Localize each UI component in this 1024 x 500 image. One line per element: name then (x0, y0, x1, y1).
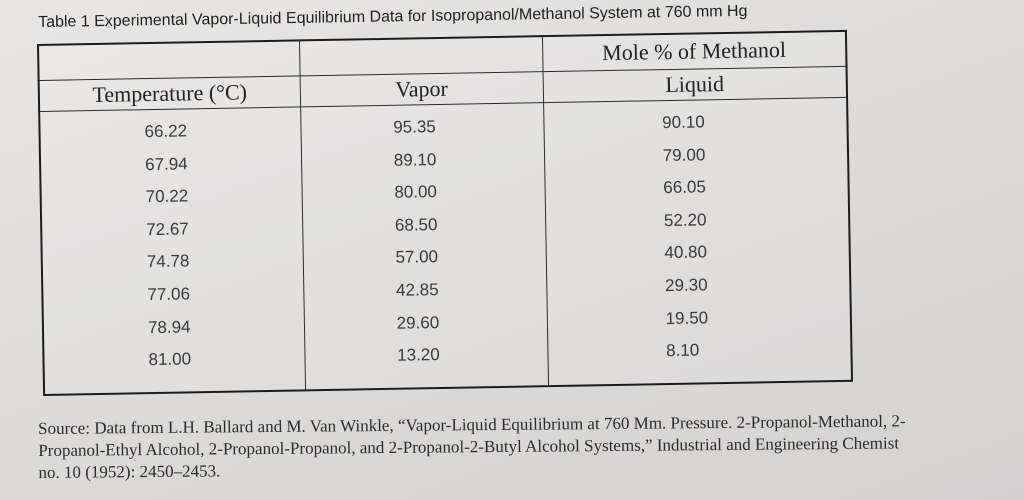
vle-data-table-wrapper: Mole % of Methanol Temperature (°C) Vapo… (37, 29, 854, 396)
liquid-column: 90.10 79.00 66.05 52.20 40.80 29.30 19.5… (543, 97, 853, 387)
temperature-column: 66.22 67.94 70.22 72.67 74.78 77.06 78.9… (39, 106, 306, 395)
temperature-header: Temperature (°C) (38, 75, 301, 112)
liquid-value: 79.00 (662, 144, 706, 165)
liquid-value: 29.30 (664, 275, 708, 296)
liquid-value: 90.10 (662, 112, 705, 133)
liquid-value: 52.20 (663, 210, 707, 230)
temperature-value: 77.06 (147, 284, 191, 305)
temperature-value: 66.22 (144, 121, 188, 142)
vapor-value: 89.10 (393, 149, 437, 170)
vapor-value: 29.60 (396, 312, 440, 333)
table-caption: Table 1 Experimental Vapor-Liquid Equili… (38, 2, 748, 31)
liquid-value: 40.80 (664, 242, 708, 263)
vapor-value: 80.00 (394, 182, 438, 202)
vapor-value: 68.50 (394, 214, 438, 235)
vle-data-table: Mole % of Methanol Temperature (°C) Vapo… (37, 29, 854, 396)
temperature-value: 74.78 (146, 251, 190, 272)
temperature-value: 67.94 (144, 153, 188, 174)
source-citation: Source: Data from L.H. Ballard and M. Va… (38, 409, 1024, 484)
temperature-value: 70.22 (145, 186, 189, 207)
vapor-value: 95.35 (393, 117, 436, 137)
mole-percent-header: Mole % of Methanol (542, 30, 847, 72)
temperature-value: 72.67 (146, 219, 189, 239)
vapor-value: 42.85 (395, 279, 439, 300)
empty-header-cell (38, 40, 300, 81)
liquid-value: 66.05 (663, 177, 707, 198)
vapor-value: 13.20 (397, 345, 440, 365)
temperature-value: 78.94 (147, 316, 191, 337)
empty-header-cell (299, 36, 543, 76)
temperature-value: 81.00 (148, 349, 192, 370)
liquid-value: 19.50 (665, 307, 709, 328)
liquid-value: 8.10 (666, 340, 700, 361)
vapor-header: Vapor (299, 71, 544, 107)
table-body-row: 66.22 67.94 70.22 72.67 74.78 77.06 78.9… (39, 97, 853, 395)
vapor-value: 57.00 (395, 247, 439, 268)
vapor-column: 95.35 89.10 80.00 68.50 57.00 42.85 29.6… (300, 102, 549, 391)
